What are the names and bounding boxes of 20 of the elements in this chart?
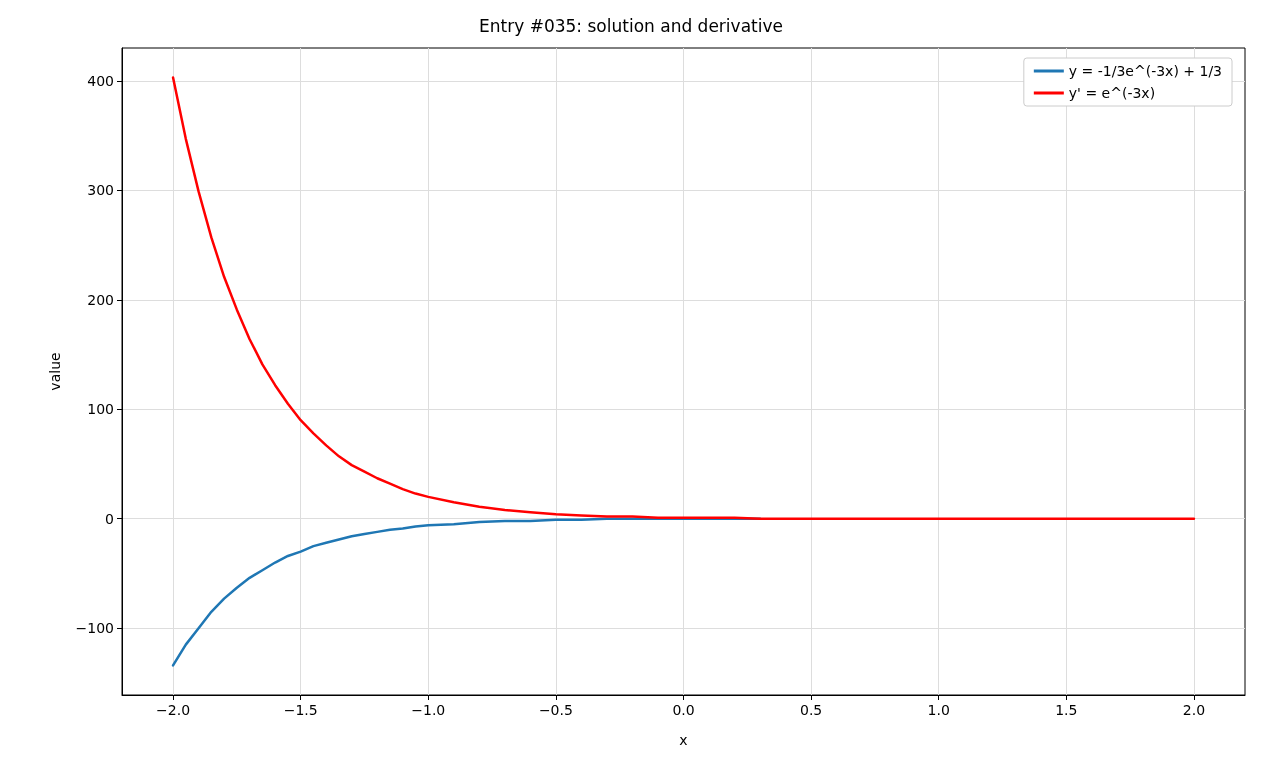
y-axis-title: value — [47, 352, 63, 391]
x-tick-label: 0.5 — [799, 702, 823, 718]
legend-label: y' = e^(-3x) — [1068, 85, 1156, 101]
x-tick-label: −2.0 — [156, 702, 191, 718]
chart-title: Entry #035: solution and derivative — [479, 15, 783, 36]
x-tick-label: 0.0 — [672, 702, 695, 718]
legend-label: y = -1/3e^(-3x) + 1/3 — [1068, 63, 1223, 79]
x-axis-title: x — [679, 732, 688, 748]
x-tick-label: 1.0 — [927, 702, 950, 718]
y-tick-label: 400 — [87, 72, 114, 89]
y-tick-label: 200 — [87, 291, 114, 308]
x-tick-label: 2.0 — [1182, 702, 1206, 718]
y-tick-label: 300 — [87, 182, 114, 199]
x-tick-label: −0.5 — [538, 702, 573, 718]
x-tick-label: −1.0 — [411, 702, 446, 718]
y-tick-label: 0 — [105, 510, 114, 527]
x-tick-label: 1.5 — [1055, 702, 1078, 718]
y-tick-label: −100 — [75, 620, 114, 637]
y-tick-label: 100 — [87, 401, 114, 418]
x-tick-label: −1.5 — [283, 702, 318, 718]
